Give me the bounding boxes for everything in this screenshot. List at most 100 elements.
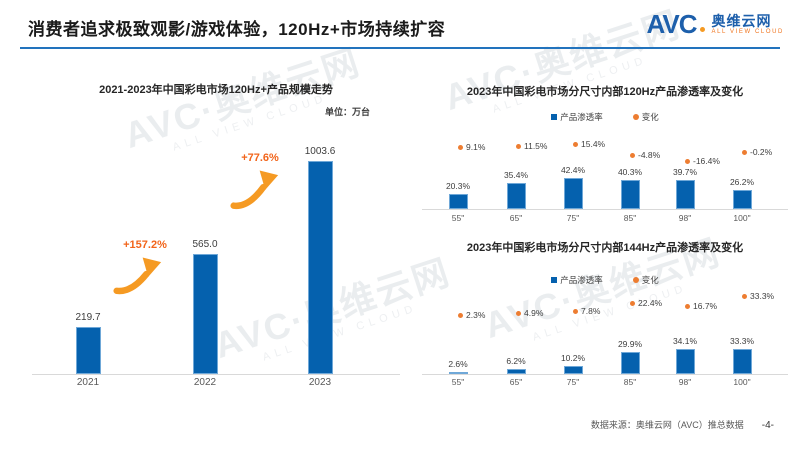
legend-label: 产品渗透率 [560,275,603,285]
legend-label: 变化 [641,275,659,285]
bar-value-label: 33.3% [729,336,755,346]
chart-title: 2021-2023年中国彩电市场120Hz+产品规模走势 [99,84,333,96]
bar [75,327,101,374]
change-value-label: 16.7% [693,301,718,311]
growth-label-2023: +77.6% [241,152,279,164]
change-dot [458,145,463,150]
bar [675,349,695,374]
bar-value-label: 40.3% [617,167,643,177]
x-axis-line [32,374,400,375]
bar [732,349,752,374]
category-label: 98" [678,377,692,387]
change-value-label: 2.3% [466,309,486,320]
category-label: 85" [623,213,637,223]
avc-logo-name: 奥维云网 [711,12,772,29]
category-label: 65" [509,377,523,387]
change-value-label: 9.1% [466,142,486,152]
bar-value-label: 219.7 [75,312,101,323]
bar-value-label: 10.2% [560,353,586,363]
avc-logo-tagline: ALL VIEW CLOUD [711,28,784,35]
category-label: 100" [733,377,751,387]
page-title: 消费者追求极致观影/游戏体验，120Hz+市场持续扩容 [28,20,446,39]
category-label: 75" [566,377,580,387]
bar [620,352,640,374]
bar [563,178,583,209]
legend: 产品渗透率 变化 [420,111,790,123]
chart-120hz-trend: 2021-2023年中国彩电市场120Hz+产品规模走势 单位：万台 +157.… [30,75,402,405]
category-label: 98" [678,213,692,223]
legend-item-change: 变化 [632,274,659,286]
change-value-label: -16.4% [693,156,720,166]
change-dot [630,300,635,306]
category-label: 55" [451,213,465,223]
bar [448,194,468,209]
change-dot [685,159,690,164]
bar [563,366,583,374]
change-value-label: 33.3% [750,291,775,301]
change-value-label: 11.5% [524,140,548,151]
legend-label: 变化 [641,112,659,122]
bar-value-label: 565.0 [192,239,218,250]
growth-arrow-icon [230,170,279,210]
bar-value-label: 2.6% [448,359,468,369]
bar-series-swatch [551,114,558,120]
change-dot [516,311,521,317]
change-value-label: -4.8% [638,149,661,160]
category-label: 65" [509,213,523,223]
growth-arrow-icon [113,257,162,295]
bar [448,372,468,374]
change-dot [516,143,521,149]
category-label: 2022 [193,377,217,388]
bar [732,190,752,209]
bar [506,183,526,209]
change-value-label: 22.4% [638,297,663,308]
category-label: 85" [623,377,637,387]
bar-value-label: 26.2% [729,177,755,187]
chart-title: 2023年中国彩电市场分尺寸内部144Hz产品渗透率及变化 [466,242,744,254]
change-value-label: 7.8% [581,306,601,317]
avc-logo: AVC 奥维云网 ALL VIEW CLOUD [647,9,785,39]
chart-120hz-penetration: 2023年中国彩电市场分尺寸内部120Hz产品渗透率及变化 产品渗透率 变化 2… [420,75,790,227]
category-label: 2021 [76,377,100,388]
bar-value-label: 29.9% [617,339,643,349]
bar [620,180,640,209]
change-dot [742,150,747,156]
bar [506,369,526,374]
category-label: 75" [566,213,580,223]
bar [675,180,695,209]
bar-value-label: 20.3% [445,181,471,191]
dot-series-swatch [632,277,639,283]
change-value-label: -0.2% [750,147,773,158]
legend: 产品渗透率 变化 [420,274,790,286]
legend-item-penetration: 产品渗透率 [551,274,603,286]
change-dot [573,141,578,147]
x-axis-line [422,209,788,210]
bar [307,161,333,374]
change-dot [630,152,635,158]
bar-value-label: 39.7% [672,167,698,177]
chart-title: 2023年中国彩电市场分尺寸内部120Hz产品渗透率及变化 [466,86,744,98]
avc-logo-dot-icon [700,26,706,32]
bar [192,254,218,374]
data-source: 数据来源：奥维云网（AVC）推总数据 [590,420,744,430]
change-value-label: 15.4% [581,138,606,149]
growth-label-2022: +157.2% [123,239,167,251]
change-dot [685,304,690,309]
bar-value-label: 34.1% [672,336,698,346]
bar-value-label: 42.4% [560,165,586,175]
dot-series-swatch [632,114,639,120]
change-dot [742,294,747,299]
header-divider [20,47,780,49]
legend-item-penetration: 产品渗透率 [551,111,603,123]
page-number: -4- [761,420,774,431]
footer: 数据来源：奥维云网（AVC）推总数据 -4- [591,418,774,431]
bar-value-label: 35.4% [503,170,529,180]
category-label: 55" [451,377,465,387]
category-label: 100" [733,213,751,223]
unit-label: 单位：万台 [324,107,370,117]
change-dot [458,312,463,318]
x-axis-line [422,374,788,375]
chart-144hz-penetration: 2023年中国彩电市场分尺寸内部144Hz产品渗透率及变化 产品渗透率 变化 2… [420,232,790,400]
bar-value-label: 6.2% [506,356,526,366]
